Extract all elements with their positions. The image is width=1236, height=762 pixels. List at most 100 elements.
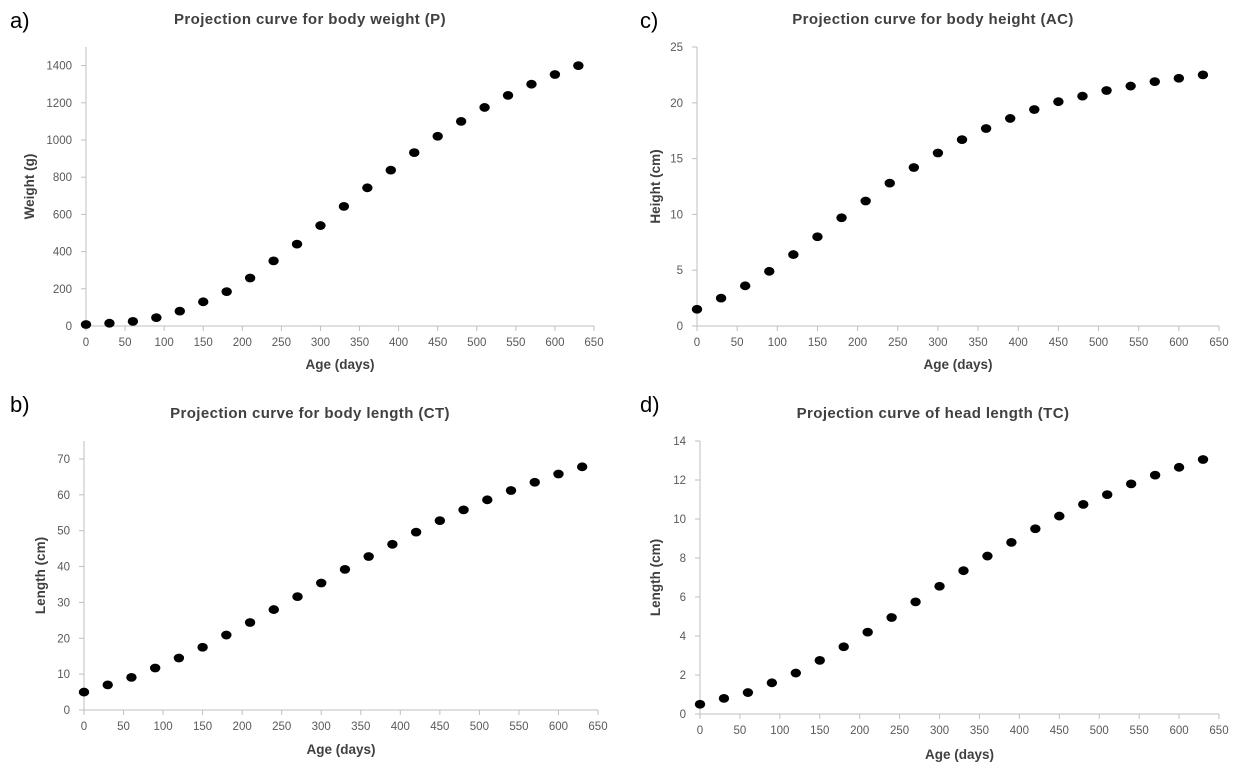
data-point (739, 281, 751, 291)
y-tick-label: 70 (57, 454, 70, 466)
data-point (151, 313, 162, 323)
y-tick-label: 0 (64, 705, 70, 717)
x-tick-label: 100 (155, 337, 174, 349)
x-tick-label: 0 (83, 337, 89, 349)
chart-title: Projection curve for body height (AC) (792, 11, 1073, 28)
data-point (860, 196, 871, 206)
data-point (385, 165, 396, 175)
data-point (1053, 97, 1064, 107)
data-point (505, 486, 517, 495)
data-point (766, 678, 778, 688)
y-tick-label: 0 (66, 321, 72, 333)
y-tick-label: 1000 (46, 135, 72, 147)
data-point (174, 306, 185, 316)
data-point (1078, 499, 1089, 509)
data-point (956, 135, 968, 145)
data-point (291, 239, 303, 249)
x-tick-label: 350 (351, 721, 370, 733)
data-point (694, 699, 706, 709)
x-tick-label: 600 (1169, 725, 1188, 737)
x-tick-label: 300 (930, 725, 949, 737)
data-point (362, 183, 373, 193)
data-point (482, 495, 493, 505)
x-tick-label: 350 (350, 337, 369, 349)
x-tick-label: 150 (194, 337, 213, 349)
data-point (1149, 470, 1161, 480)
y-tick-label: 0 (680, 709, 686, 721)
data-point (502, 90, 514, 100)
x-tick-label: 200 (850, 725, 869, 737)
x-tick-label: 500 (470, 721, 489, 733)
x-axis-label: Age (days) (305, 357, 374, 372)
data-point (292, 592, 303, 602)
y-axis-label: Length (cm) (648, 539, 663, 616)
data-point (221, 287, 232, 296)
data-point (316, 578, 327, 588)
y-tick-label: 10 (57, 669, 70, 681)
y-tick-label: 4 (680, 631, 687, 643)
x-tick-label: 200 (233, 337, 252, 349)
data-point (268, 605, 279, 614)
x-tick-label: 400 (1009, 337, 1028, 349)
x-tick-label: 0 (694, 337, 700, 349)
x-tick-label: 650 (1209, 337, 1228, 349)
y-tick-label: 200 (53, 284, 72, 296)
data-point (126, 672, 137, 682)
x-tick-label: 0 (81, 721, 87, 733)
x-tick-label: 450 (430, 721, 449, 733)
chart-panel: a) Projection curve for body weight (P) 0 5… (10, 8, 604, 372)
y-tick-label: 60 (57, 490, 70, 502)
panel-letter: a) (10, 8, 30, 33)
data-point (932, 148, 944, 158)
data-point (691, 304, 703, 314)
chart-title: Projection curve of head length (TC) (797, 405, 1070, 422)
data-point (910, 597, 921, 607)
data-point (980, 124, 992, 133)
x-tick-label: 200 (848, 337, 867, 349)
data-point (715, 293, 727, 303)
data-point (838, 642, 849, 652)
y-tick-label: 40 (57, 562, 70, 574)
y-tick-label: 600 (53, 209, 72, 221)
x-tick-label: 400 (389, 337, 408, 349)
x-tick-label: 650 (1209, 725, 1228, 737)
x-tick-label: 550 (1130, 725, 1149, 737)
x-tick-label: 250 (272, 721, 291, 733)
data-point (1077, 91, 1088, 101)
y-tick-label: 20 (670, 98, 683, 110)
x-tick-label: 450 (1049, 337, 1068, 349)
data-point (1125, 479, 1137, 489)
x-tick-label: 350 (968, 337, 987, 349)
x-axis-label: Age (days) (306, 742, 375, 757)
x-tick-label: 600 (1169, 337, 1188, 349)
y-tick-label: 6 (680, 592, 686, 604)
data-point (221, 630, 232, 640)
x-tick-label: 150 (810, 725, 829, 737)
data-point (1197, 455, 1209, 464)
data-point (934, 581, 945, 591)
chart-title: Projection curve for body weight (P) (174, 11, 446, 28)
y-tick-label: 30 (57, 597, 70, 609)
data-point (862, 627, 873, 637)
data-point (1125, 81, 1136, 91)
data-point (102, 680, 113, 690)
x-tick-label: 550 (506, 337, 525, 349)
data-point (244, 273, 256, 283)
x-tick-label: 50 (734, 725, 747, 737)
x-tick-label: 650 (584, 337, 603, 349)
y-tick-label: 2 (680, 670, 686, 682)
y-tick-label: 0 (677, 321, 683, 333)
data-point (788, 250, 799, 259)
data-point (1005, 114, 1016, 123)
data-point (549, 70, 561, 79)
data-point (790, 668, 802, 678)
x-tick-label: 100 (770, 725, 789, 737)
x-tick-label: 550 (509, 721, 528, 733)
y-tick-label: 20 (57, 633, 70, 645)
x-tick-label: 400 (391, 721, 410, 733)
data-point (173, 653, 185, 663)
data-point (908, 163, 920, 172)
x-tick-label: 50 (117, 721, 130, 733)
data-point (434, 516, 446, 526)
